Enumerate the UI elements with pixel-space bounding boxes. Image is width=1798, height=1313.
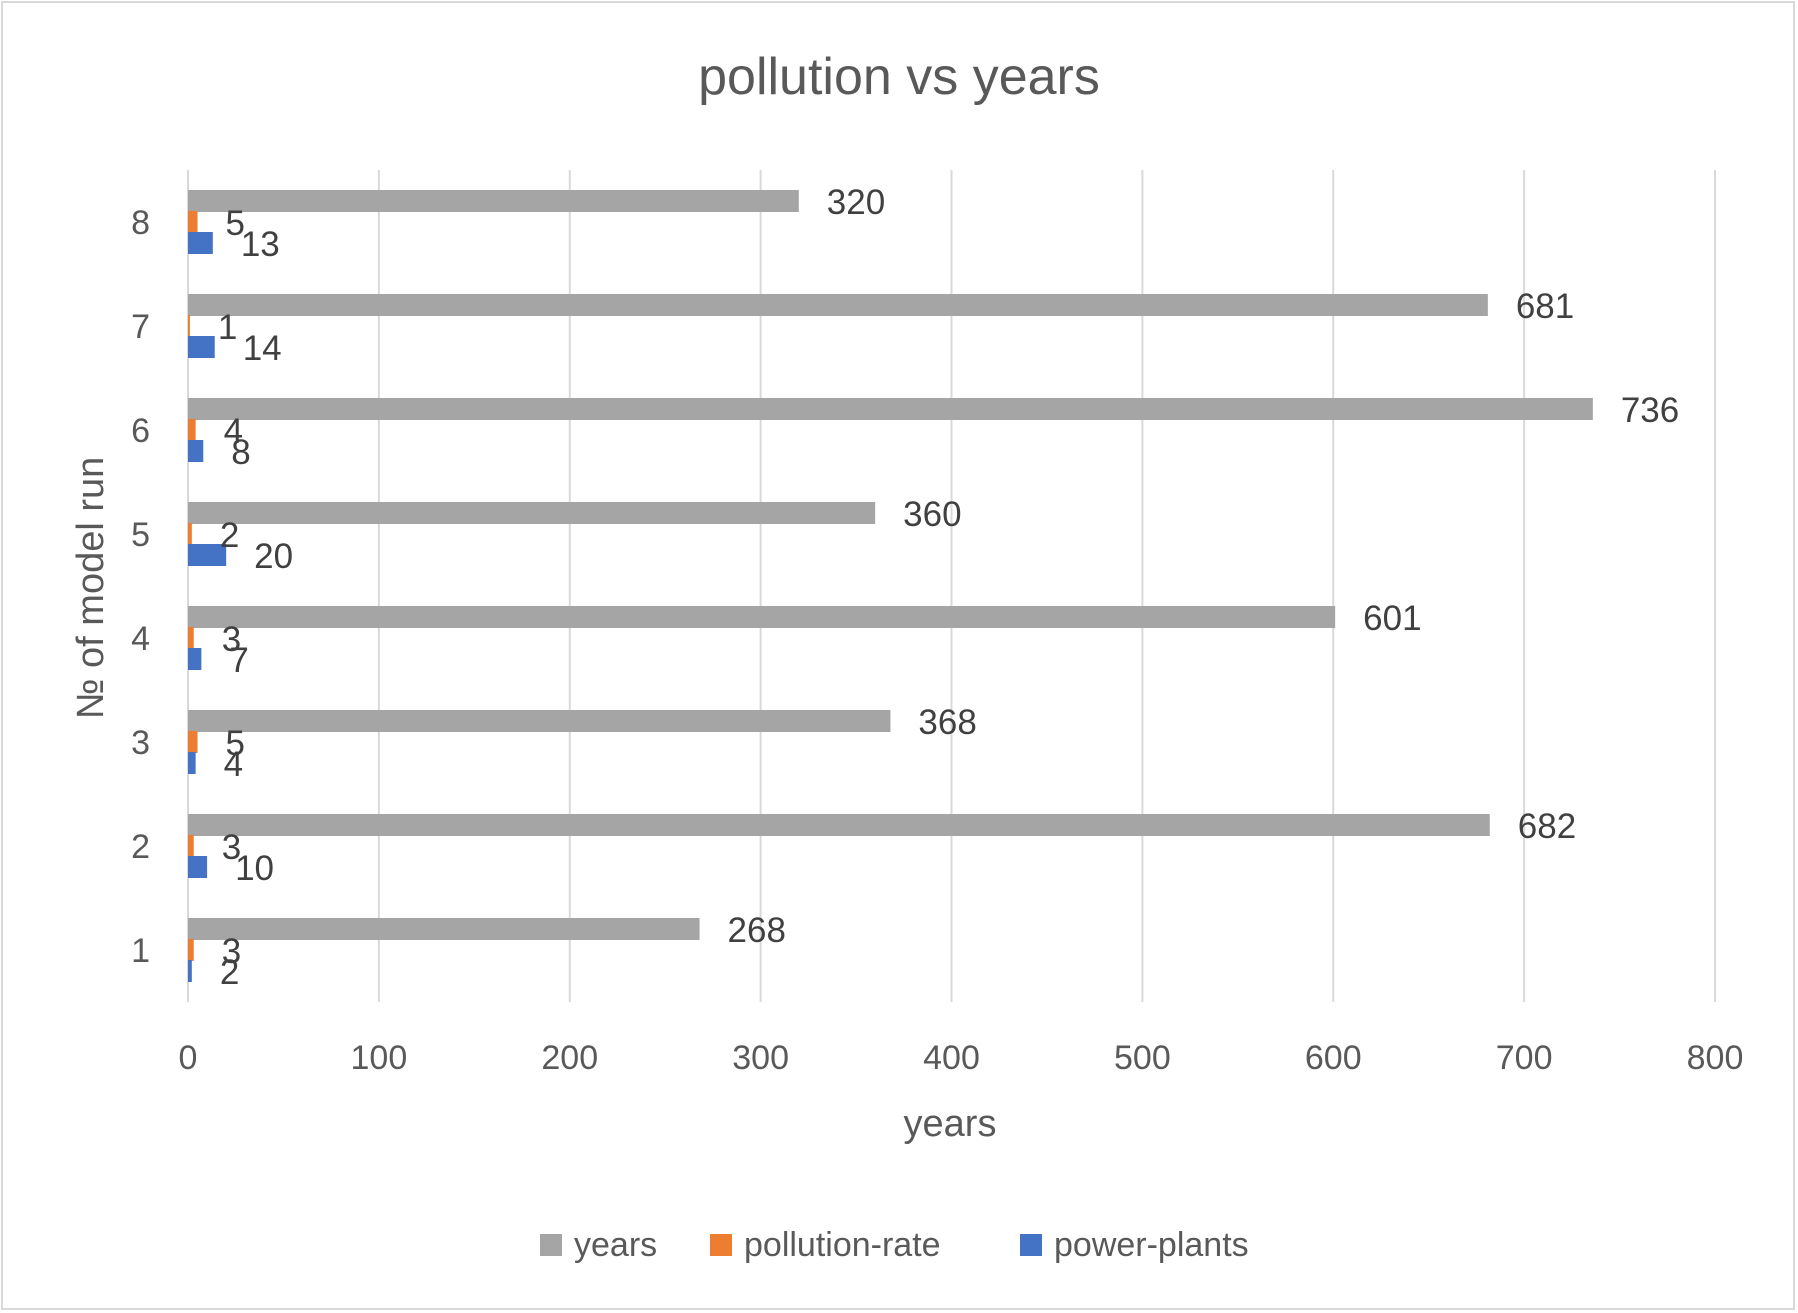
x-tick-label: 700 <box>1496 1039 1553 1077</box>
data-label: 1 <box>218 308 237 347</box>
bar-years-8 <box>188 190 799 212</box>
legend: years pollution-rate power-plants <box>540 1226 1249 1264</box>
bar-power-plants-7 <box>188 336 215 358</box>
x-tick-label: 200 <box>541 1039 598 1077</box>
data-label: 3 <box>222 620 241 659</box>
bar-years-3 <box>188 710 891 732</box>
bar-power-plants-1 <box>188 960 192 982</box>
bar-pollution-rate-8 <box>188 211 198 233</box>
x-tick-label: 0 <box>179 1039 198 1077</box>
bar-years-1 <box>188 918 700 940</box>
bar-years-6 <box>188 398 1593 420</box>
data-label: 3 <box>222 932 241 971</box>
y-tick-label: 2 <box>131 828 150 866</box>
legend-swatch-pollution-rate <box>710 1234 732 1256</box>
x-axis-ticks: 0 100 200 300 400 500 600 700 800 <box>179 1039 1744 1077</box>
bar-pollution-rate-3 <box>188 731 198 753</box>
x-tick-label: 800 <box>1687 1039 1744 1077</box>
data-label: 268 <box>728 911 786 950</box>
legend-swatch-years <box>540 1234 562 1256</box>
bar-power-plants-5 <box>188 544 227 566</box>
data-label: 4 <box>224 412 243 451</box>
legend-label-power-plants: power-plants <box>1054 1226 1249 1264</box>
bar-pollution-rate-7 <box>188 315 190 337</box>
y-axis-ticks: 1 2 3 4 5 6 7 8 <box>131 204 150 970</box>
bar-power-plants-4 <box>188 648 202 670</box>
bar-years-5 <box>188 502 876 524</box>
data-label: 7 <box>229 641 248 680</box>
data-label: 14 <box>243 329 282 368</box>
x-tick-label: 600 <box>1305 1039 1362 1077</box>
data-label: 20 <box>254 537 293 576</box>
data-label: 10 <box>235 849 274 888</box>
legend-swatch-power-plants <box>1020 1234 1042 1256</box>
y-axis-title: № of model run <box>70 457 112 720</box>
data-label: 681 <box>1516 287 1574 326</box>
data-label: 3 <box>222 828 241 867</box>
y-tick-label: 4 <box>131 620 150 658</box>
bar-pollution-rate-1 <box>188 939 194 961</box>
data-label: 682 <box>1518 807 1576 846</box>
bar-power-plants-6 <box>188 440 204 462</box>
y-tick-label: 5 <box>131 516 150 554</box>
x-tick-label: 500 <box>1114 1039 1171 1077</box>
x-tick-label: 300 <box>732 1039 789 1077</box>
x-axis-title: years <box>904 1103 997 1145</box>
data-label: 2 <box>220 953 239 992</box>
data-labels: 2686823686013607366813203353241521047208… <box>218 183 1679 992</box>
y-tick-label: 1 <box>131 932 150 970</box>
y-tick-label: 7 <box>131 308 150 346</box>
data-label: 2 <box>220 516 239 555</box>
data-label: 736 <box>1621 391 1679 430</box>
bar-power-plants-2 <box>188 856 208 878</box>
bars <box>188 190 1593 982</box>
data-label: 320 <box>827 183 885 222</box>
data-label: 5 <box>226 204 245 243</box>
bar-pollution-rate-4 <box>188 627 194 649</box>
bar-power-plants-8 <box>188 232 213 254</box>
bar-pollution-rate-6 <box>188 419 196 441</box>
legend-label-pollution-rate: pollution-rate <box>744 1226 941 1264</box>
bar-pollution-rate-5 <box>188 523 192 545</box>
data-label: 5 <box>226 724 245 763</box>
y-tick-label: 3 <box>131 724 150 762</box>
y-tick-label: 8 <box>131 204 150 242</box>
y-tick-label: 6 <box>131 412 150 450</box>
bar-pollution-rate-2 <box>188 835 194 857</box>
data-label: 8 <box>231 433 250 472</box>
x-tick-label: 400 <box>923 1039 980 1077</box>
chart-title: pollution vs years <box>698 48 1100 106</box>
x-tick-label: 100 <box>351 1039 408 1077</box>
bar-years-2 <box>188 814 1490 836</box>
data-label: 601 <box>1363 599 1421 638</box>
data-label: 360 <box>903 495 961 534</box>
bar-years-4 <box>188 606 1336 628</box>
data-label: 4 <box>224 745 243 784</box>
bar-power-plants-3 <box>188 752 196 774</box>
data-label: 13 <box>241 225 280 264</box>
legend-label-years: years <box>574 1226 657 1264</box>
data-label: 368 <box>918 703 976 742</box>
bar-years-7 <box>188 294 1488 316</box>
